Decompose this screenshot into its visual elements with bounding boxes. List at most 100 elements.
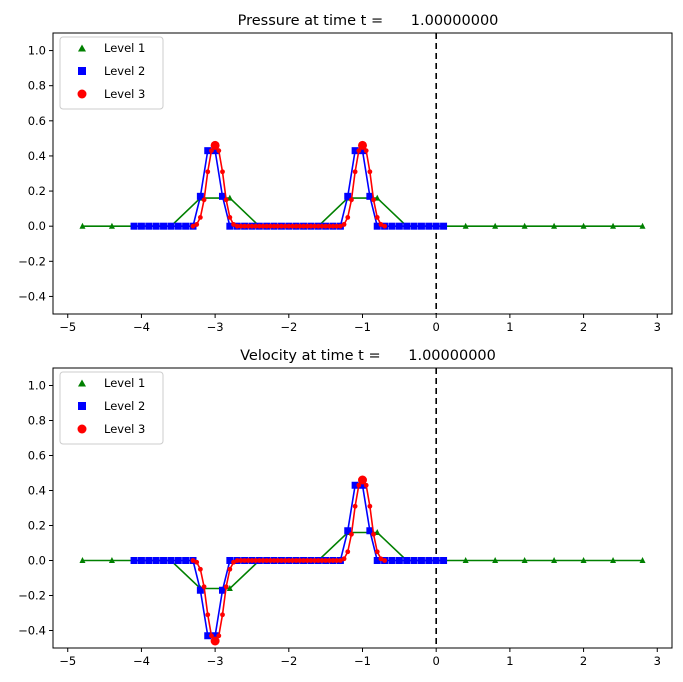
pressure-y-tick-label: 0.8 [28, 79, 46, 93]
pressure-level3-point [264, 223, 270, 229]
pressure-level2-point [417, 222, 425, 230]
pressure-level3-point [290, 223, 295, 229]
velocity-level2-point [388, 557, 396, 564]
velocity-level2-point [226, 557, 234, 564]
velocity-x-tick-label: 2 [580, 654, 587, 668]
velocity-level3-point [245, 558, 251, 563]
pressure-legend-level3-marker [77, 89, 87, 99]
velocity-y-tick-label: 1.0 [28, 379, 46, 393]
pressure-level3-point [382, 223, 388, 229]
pressure-level3-point [341, 222, 347, 227]
velocity-level3-point [337, 558, 343, 563]
pressure-level2-point [137, 222, 145, 230]
pressure-level3-point [330, 223, 336, 229]
pressure-level3-point [238, 223, 244, 229]
pressure-level3-point [267, 223, 273, 229]
pressure-y-tick-label: −0.4 [18, 289, 46, 303]
pressure-level2-point [204, 147, 212, 155]
velocity-level1-point [639, 557, 646, 563]
velocity-y-tick-label: −0.4 [18, 624, 46, 638]
pressure-level2-point [395, 222, 403, 230]
velocity-legend-level3-marker [77, 424, 87, 434]
pressure-y-tick-label: 1.0 [28, 44, 46, 58]
velocity-x-tick-label: −5 [59, 654, 76, 668]
velocity-level3-point [227, 566, 233, 572]
velocity-legend-frame [59, 371, 164, 445]
pressure-legend: Level 1 Level 2 Level 3 [59, 36, 164, 110]
pressure-level2-point [196, 192, 204, 200]
pressure-y-tick-label: 0.0 [28, 219, 46, 233]
velocity-level2-point [152, 557, 160, 564]
pressure-x-tick-label: 1 [506, 320, 513, 334]
pressure-level3-point [197, 215, 203, 220]
velocity-chart-title: Velocity at time t = 1.00000000 [240, 348, 496, 364]
pressure-level2-point [388, 222, 396, 230]
pressure-level2-point [167, 222, 175, 230]
pressure-level3-point [352, 169, 358, 175]
velocity-level2-point [204, 632, 212, 640]
pressure-x-tick-label: 2 [580, 320, 587, 334]
velocity-level2-point [366, 527, 374, 535]
velocity-level3-point [242, 558, 247, 563]
pressure-x-tick-label: −1 [354, 320, 371, 334]
pressure-level2-point [211, 147, 219, 155]
pressure-legend-level1-marker [78, 44, 86, 52]
pressure-level3-point [367, 169, 373, 175]
velocity-level3-point [282, 558, 288, 563]
pressure-level3-point [374, 215, 380, 220]
velocity-y-tick-label: −0.2 [18, 589, 46, 603]
pressure-y-tick-label: 0.4 [28, 149, 46, 163]
velocity-chart: Velocity at time t = 1.00000000 −5 −4 −3 −2… [18, 348, 673, 668]
velocity-level3-point [315, 558, 321, 563]
pressure-level3-point [301, 223, 306, 229]
pressure-level1-point [580, 222, 587, 229]
velocity-level2-point [403, 557, 411, 564]
velocity-y-tick-label: 0.4 [28, 484, 46, 498]
velocity-level3-point [363, 482, 369, 488]
velocity-level3-point [256, 558, 262, 563]
velocity-level2-point [182, 557, 190, 564]
velocity-level2-point [218, 586, 226, 594]
velocity-level3-point [279, 558, 284, 563]
pressure-level2-point [160, 222, 168, 230]
velocity-level3-point [216, 633, 222, 639]
velocity-level2-point [425, 557, 433, 564]
velocity-level1-point [462, 557, 469, 563]
pressure-level3-point [358, 140, 367, 150]
velocity-level1-line [82, 531, 643, 590]
pressure-level3-point [371, 197, 376, 203]
pressure-plot-area: −5 −4 −3 −2 −1 0 1 2 3 −0.4 −0.2 0.0 0.2 0.4 0.6 0.8 1.0 [18, 32, 673, 334]
velocity-level2-point [211, 632, 219, 640]
pressure-level3-point [190, 223, 196, 229]
velocity-legend-level2-label: Level 2 [104, 399, 145, 413]
pressure-level3-point [286, 223, 292, 229]
velocity-x-tick-label: 0 [433, 654, 440, 668]
velocity-level3-point [356, 482, 362, 488]
velocity-level1-point [580, 557, 587, 563]
pressure-legend-level2-label: Level 2 [104, 64, 145, 78]
velocity-y-tick-label: 0.6 [28, 449, 46, 463]
velocity-y-tick-label: 0.2 [28, 519, 46, 533]
velocity-level3-point [297, 558, 303, 563]
velocity-x-tick-label: −3 [207, 654, 224, 668]
velocity-level3-point [271, 558, 277, 563]
velocity-level3-point [220, 612, 225, 618]
pressure-level3-point [312, 223, 318, 229]
pressure-level3-point [315, 223, 321, 229]
velocity-level3-point [382, 558, 388, 563]
pressure-level3-point [275, 223, 281, 229]
pressure-level2-point [226, 222, 234, 230]
velocity-level3-point [275, 558, 281, 563]
velocity-level2-point [395, 557, 403, 564]
velocity-level2-point [160, 557, 168, 564]
pressure-level1-point [79, 222, 86, 229]
pressure-level3-point [345, 215, 351, 220]
pressure-level3-point [245, 223, 251, 229]
velocity-level3-point [249, 558, 255, 563]
pressure-legend-frame [59, 36, 164, 110]
velocity-level3-point [334, 558, 340, 563]
pressure-legend-level1-label: Level 1 [104, 41, 145, 55]
pressure-level3-point [234, 223, 240, 229]
velocity-level2-point [145, 557, 153, 564]
